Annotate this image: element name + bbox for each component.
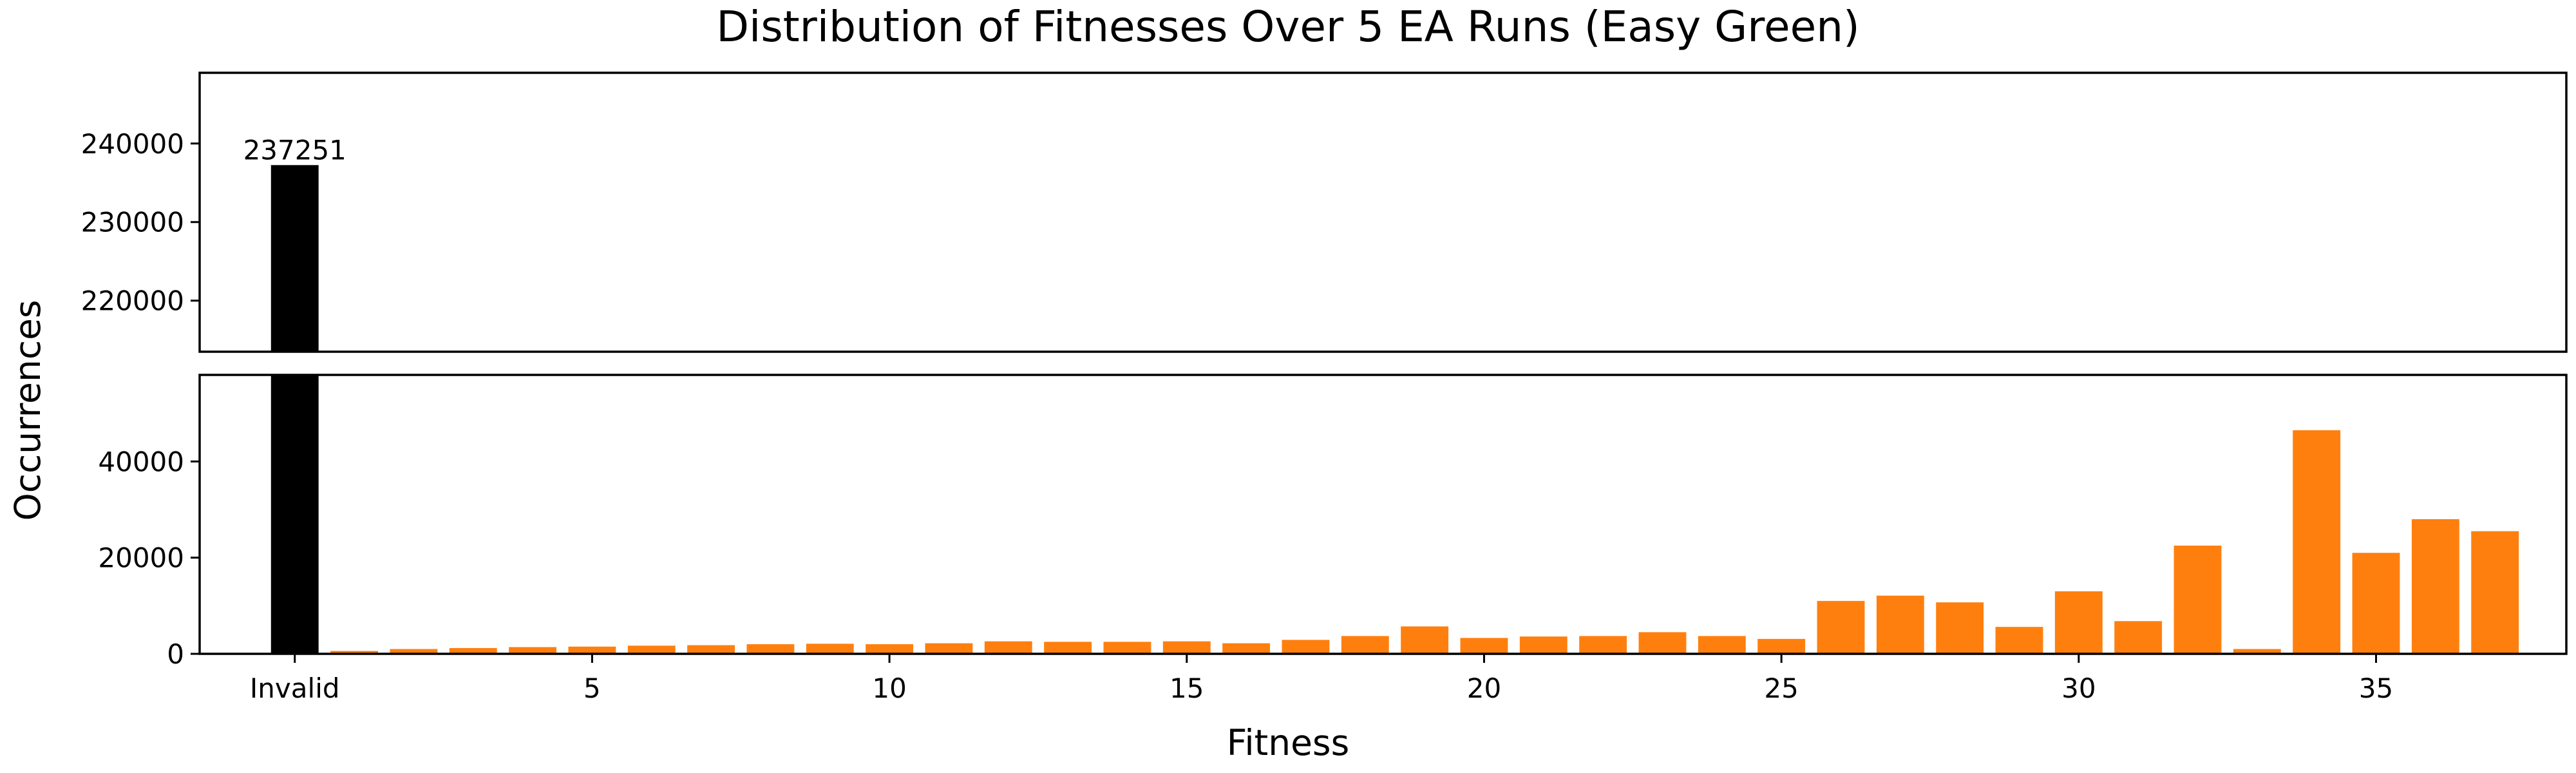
bar-29 <box>1995 627 2043 654</box>
bar-8 <box>746 644 795 654</box>
upper-panel: 220000 230000 240000 237251 <box>81 72 2568 353</box>
lower-tick-label: 20000 <box>98 542 184 574</box>
x-tick-label: 30 <box>2061 673 2096 704</box>
bar-14 <box>1103 642 1151 654</box>
x-tick-label: 35 <box>2359 673 2393 704</box>
x-tick-label: 25 <box>1764 673 1798 704</box>
x-tick-label: 20 <box>1467 673 1501 704</box>
upper-tick-label: 230000 <box>81 207 184 238</box>
bar-31 <box>2114 621 2163 654</box>
x-tick-label: 5 <box>583 673 601 704</box>
y-axis-label: Occurrences <box>7 300 48 520</box>
x-tick-label: Invalid <box>250 673 340 704</box>
bar-12 <box>984 641 1032 654</box>
bar-35 <box>2352 553 2400 654</box>
bar-9 <box>806 644 854 654</box>
bar-27 <box>1876 595 1924 654</box>
lower-y-ticks-group: 0 20000 40000 <box>98 446 200 670</box>
lower-panel: 0 20000 40000 Invalid 5 10 15 20 25 30 35 <box>98 374 2568 704</box>
bar-37 <box>2471 531 2519 654</box>
bar-17 <box>1282 640 1330 654</box>
bar-5 <box>568 646 616 654</box>
x-axis-label: Fitness <box>1227 722 1350 763</box>
bar-23 <box>1638 632 1687 654</box>
bar-25 <box>1757 638 1806 654</box>
bar-10 <box>866 644 914 654</box>
upper-tick-label: 220000 <box>81 285 184 317</box>
bar-20 <box>1460 638 1508 654</box>
bar-13 <box>1044 642 1092 654</box>
upper-panel-frame <box>198 72 2568 353</box>
bar-32 <box>2174 546 2222 654</box>
bar-24 <box>1698 636 1746 654</box>
bar-28 <box>1936 602 1984 654</box>
x-tick-label: 10 <box>872 673 906 704</box>
bar-invalid <box>270 375 319 654</box>
bar-30 <box>2054 591 2103 654</box>
bar-21 <box>1519 636 1567 654</box>
bar-1 <box>330 651 379 654</box>
bar-16 <box>1222 643 1271 654</box>
upper-data-labels-group: 237251 <box>243 134 346 166</box>
bar-36 <box>2411 519 2459 654</box>
x-tick-label: 15 <box>1170 673 1204 704</box>
lower-panel-frame <box>198 374 2568 655</box>
bar-7 <box>687 645 735 654</box>
data-label-invalid: 237251 <box>243 134 346 166</box>
bar-33 <box>2233 649 2281 654</box>
upper-tick-label: 240000 <box>81 128 184 160</box>
bar-3 <box>449 648 497 654</box>
bar-15 <box>1162 641 1211 654</box>
chart-title: Distribution of Fitnesses Over 5 EA Runs… <box>716 2 1860 52</box>
bar-2 <box>390 649 438 654</box>
bar-34 <box>2293 430 2341 654</box>
x-ticks-group: Invalid 5 10 15 20 25 30 35 <box>250 654 2393 704</box>
bar-upper-invalid <box>270 165 319 352</box>
bar-26 <box>1817 600 1865 654</box>
bar-6 <box>627 645 676 654</box>
lower-bars-group <box>270 375 2519 654</box>
bar-11 <box>925 643 973 654</box>
bar-19 <box>1401 626 1449 654</box>
bar-4 <box>509 647 557 654</box>
lower-tick-label: 0 <box>167 638 184 670</box>
upper-bars-group <box>270 165 319 352</box>
bar-18 <box>1341 636 1389 654</box>
upper-y-ticks-group: 220000 230000 240000 <box>81 128 200 317</box>
lower-tick-label: 40000 <box>98 446 184 477</box>
bar-22 <box>1579 636 1627 654</box>
